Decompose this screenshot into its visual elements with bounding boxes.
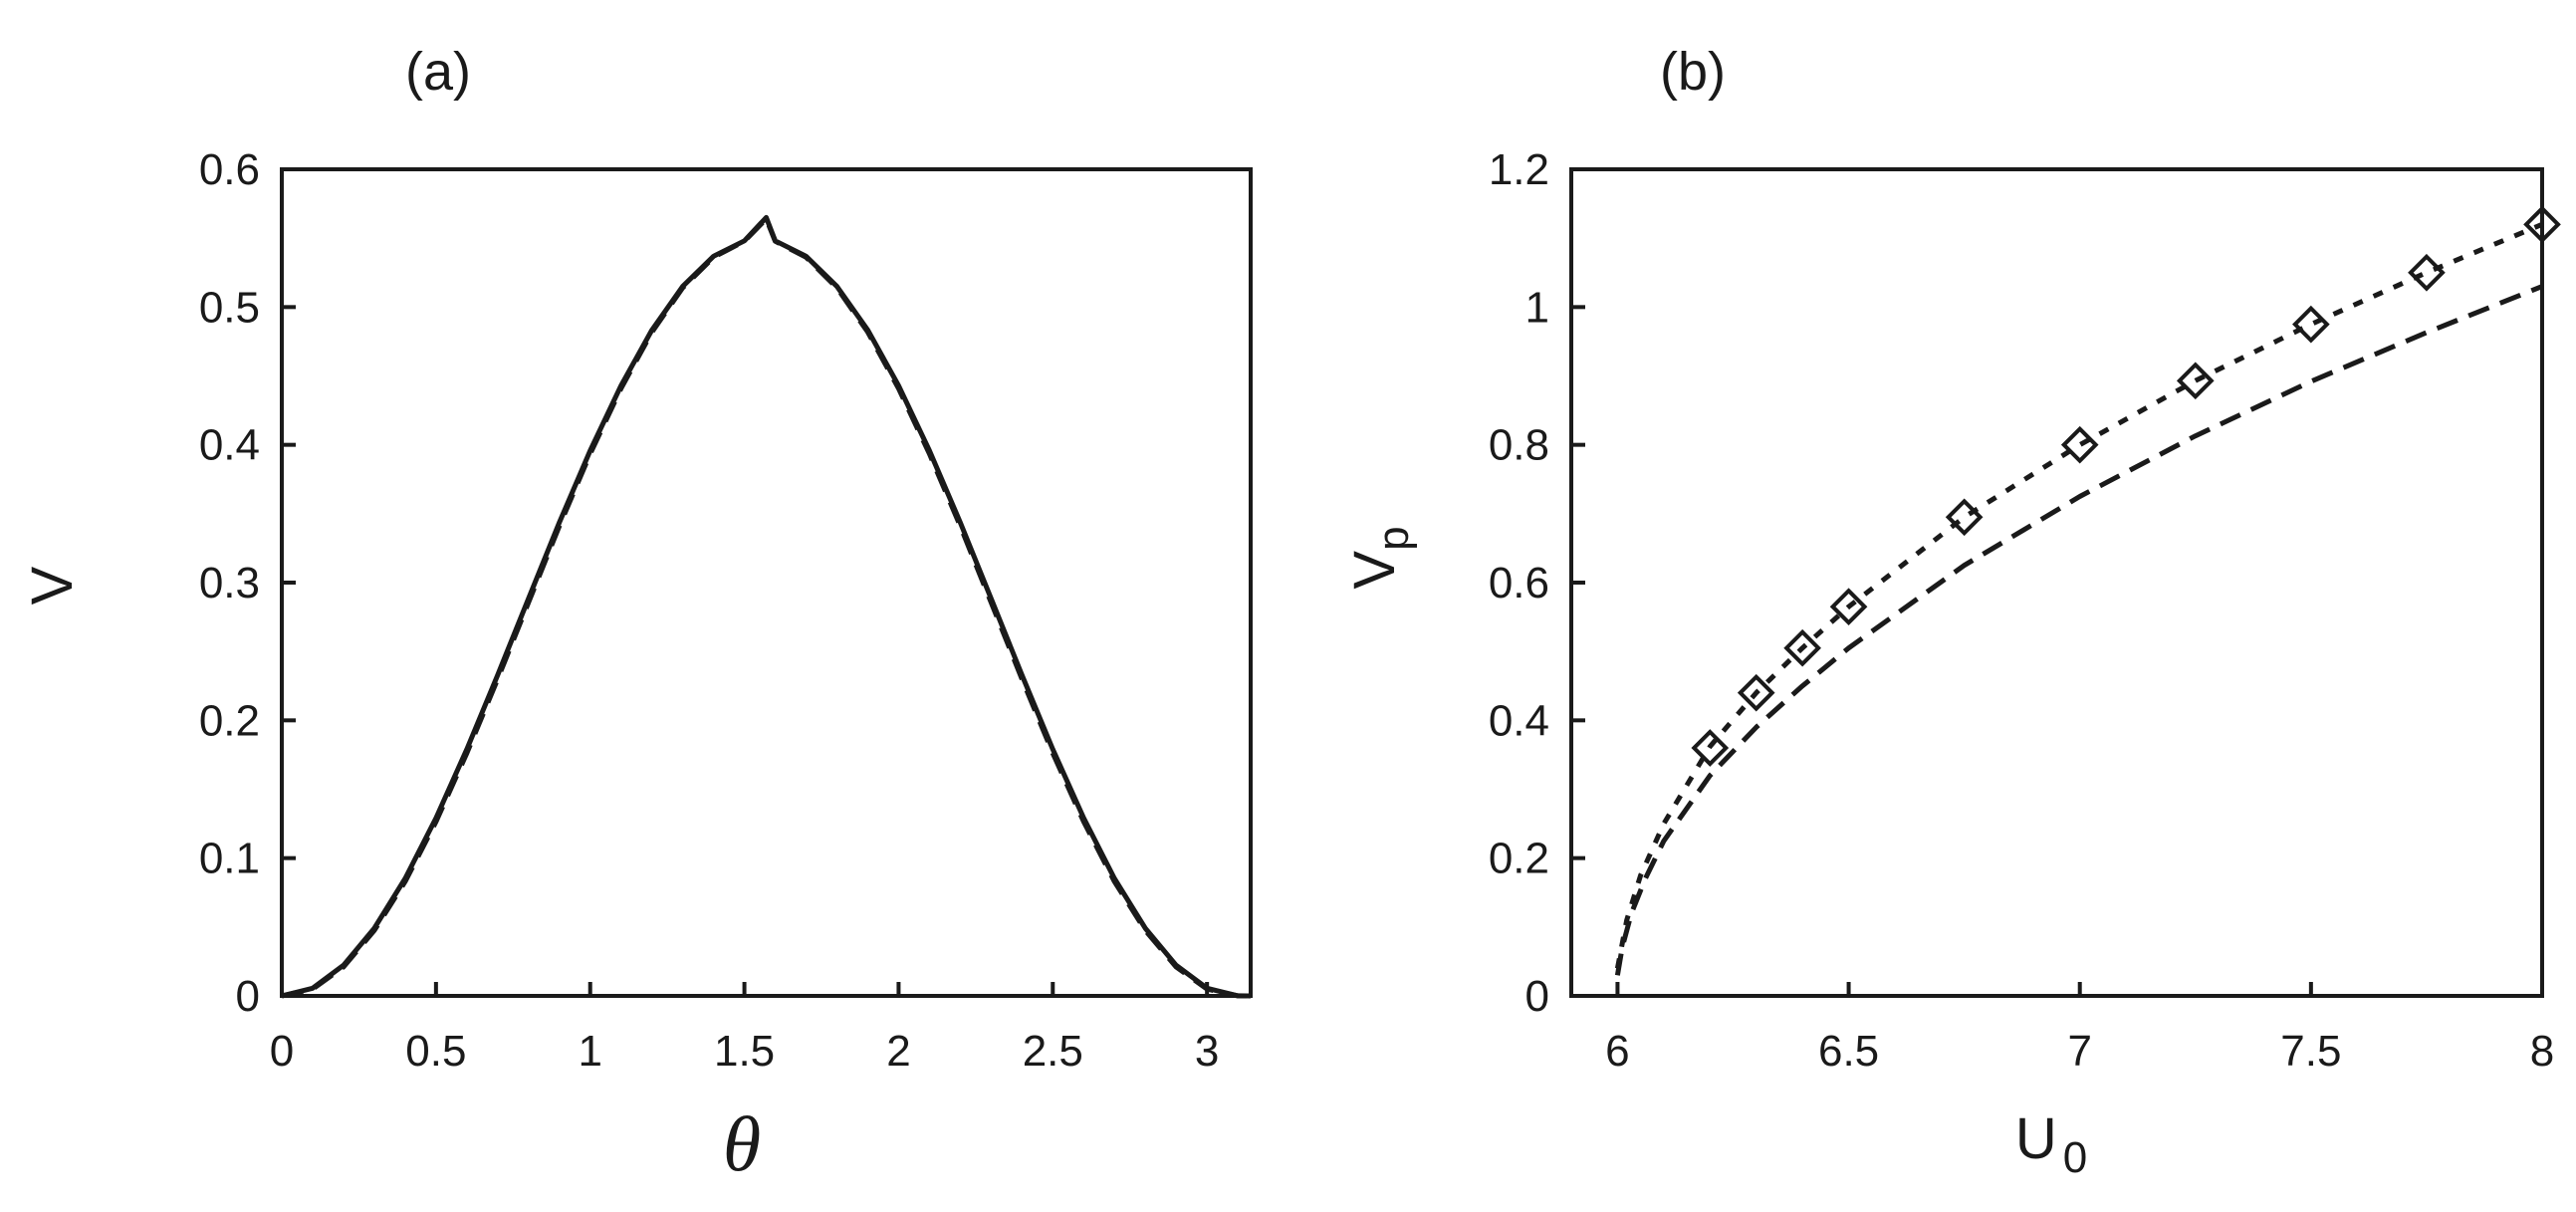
b-y-tick-label: 0.8 — [1489, 421, 1549, 470]
a-y-tick-label: 0.4 — [199, 421, 260, 470]
b-y-tick-label: 0.6 — [1489, 559, 1549, 607]
a-x-tick-label: 1.5 — [714, 1027, 775, 1076]
panel-b-y-axis-label: Vp — [1342, 526, 1418, 589]
b-y-tick-label: 0 — [1525, 972, 1549, 1021]
b-x-tick-label: 7 — [2067, 1027, 2091, 1076]
panel-b-y-axis: 0 0.2 0.4 0.6 0.8 1 1.2 — [1489, 145, 1585, 1021]
b-x-tick-label: 6.5 — [1818, 1027, 1879, 1076]
panel-a-series — [281, 214, 1252, 999]
a-series-line-solid — [281, 214, 1252, 999]
b-y-tick-label: 0.2 — [1489, 835, 1549, 883]
panel-a-x-axis: 0 0.5 1 1.5 2 2.5 3 — [270, 982, 1219, 1076]
b-y-tick-label: 1 — [1525, 283, 1549, 332]
panel-a-y-axis: 0 0.1 0.2 0.3 0.4 0.5 0.6 — [199, 145, 296, 1021]
panel-a-plot-frame — [280, 167, 1253, 998]
panel-b-plot-frame — [1569, 167, 2544, 998]
b-diamond-marker — [2523, 205, 2561, 244]
b-diamond-marker — [1737, 673, 1775, 712]
panel-b-y-axis-label-sub: p — [1369, 526, 1418, 550]
a-x-tick-label: 0.5 — [405, 1027, 466, 1076]
b-diamond-marker — [1691, 729, 1730, 767]
panel-b-x-axis-label-main: U — [2015, 1106, 2057, 1171]
a-x-tick-label: 2.5 — [1023, 1027, 1083, 1076]
a-y-tick-label: 0 — [236, 972, 260, 1021]
b-diamond-marker — [2176, 362, 2215, 400]
panel-b-x-axis-label-sub: 0 — [2063, 1133, 2087, 1182]
panel-a: (a) 00.10.20.30.40.50.6 0 0.5 1 1.5 2 2.5 3 V … — [20, 42, 1253, 1187]
b-diamond-marker — [2060, 425, 2099, 464]
panel-b-series — [1614, 205, 2561, 976]
b-series-line-dashed — [1614, 284, 2543, 976]
a-x-tick-label: 0 — [270, 1027, 294, 1076]
panel-b-label: (b) — [1660, 42, 1726, 102]
b-y-tick-label: 1.2 — [1489, 145, 1549, 194]
a-x-tick-label: 2 — [886, 1027, 910, 1076]
b-diamond-marker — [1829, 588, 1868, 626]
panel-a-label: (a) — [405, 42, 471, 102]
b-x-tick-label: 7.5 — [2280, 1027, 2341, 1076]
a-series-line-dashed — [281, 216, 1252, 999]
a-y-tick-label: 0.5 — [199, 283, 260, 332]
a-x-tick-label: 1 — [578, 1027, 601, 1076]
b-x-tick-label: 8 — [2530, 1027, 2554, 1076]
panel-b-x-axis: 6 6.5 7 7.5 8 — [1605, 982, 2554, 1076]
b-diamond-marker — [2292, 305, 2330, 344]
a-y-tick-label: 0.1 — [199, 835, 260, 883]
b-diamond-marker — [1945, 498, 1984, 537]
panel-a-y-axis-label: V — [20, 566, 85, 605]
panel-b-y-axis-label-main: V — [1342, 551, 1407, 590]
a-y-tick-label: 0.2 — [199, 696, 260, 745]
panel-a-x-axis-label: θ — [723, 1100, 761, 1187]
b-diamond-marker — [2408, 253, 2446, 292]
a-y-tick-label: 0.6 — [199, 145, 260, 194]
a-y-tick-label: 0.3 — [199, 559, 260, 607]
b-y-tick-label: 0.4 — [1489, 696, 1549, 745]
b-series-line-dotted — [1614, 221, 2543, 969]
b-diamond-marker — [1783, 628, 1821, 667]
b-x-tick-label: 6 — [1605, 1027, 1629, 1076]
a-x-tick-label: 3 — [1195, 1027, 1219, 1076]
